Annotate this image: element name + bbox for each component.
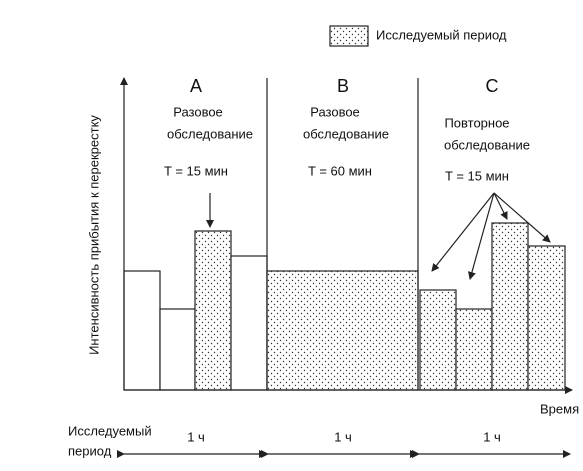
section-duration: T = 15 мин	[445, 168, 509, 183]
section-text: обследование	[167, 126, 253, 141]
bottom-label: Исследуемый	[68, 423, 152, 438]
legend-swatch	[329, 25, 369, 47]
arrow	[431, 192, 495, 272]
section-duration: T = 15 мин	[164, 163, 228, 178]
bar	[491, 222, 529, 391]
period-label: 1 ч	[334, 429, 352, 444]
arrow	[493, 192, 551, 243]
bar	[123, 270, 161, 391]
section-duration: T = 60 мин	[308, 163, 372, 178]
bottom-label: период	[68, 443, 112, 458]
bar	[527, 245, 566, 391]
section-text: обследование	[303, 126, 389, 141]
bar	[159, 308, 196, 391]
section-text: Разовое	[173, 104, 223, 119]
bar	[230, 255, 268, 391]
section-text: Разовое	[310, 104, 360, 119]
legend-label: Исследуемый период	[376, 27, 507, 42]
bar	[419, 289, 457, 391]
bar	[194, 230, 232, 391]
section-text: обследование	[444, 137, 530, 152]
period-label: 1 ч	[483, 429, 501, 444]
bar	[455, 308, 493, 391]
bar	[266, 270, 419, 391]
arrow	[493, 192, 508, 220]
arrow	[468, 192, 495, 280]
section-letter: B	[337, 76, 349, 96]
x-axis-label: Время	[540, 401, 579, 416]
section-letter: C	[486, 76, 499, 96]
period-label: 1 ч	[187, 429, 205, 444]
section-letter: A	[190, 76, 202, 96]
y-axis-label: Интенсивность прибытия к перекрестку	[86, 115, 101, 355]
section-text: Повторное	[444, 115, 509, 130]
